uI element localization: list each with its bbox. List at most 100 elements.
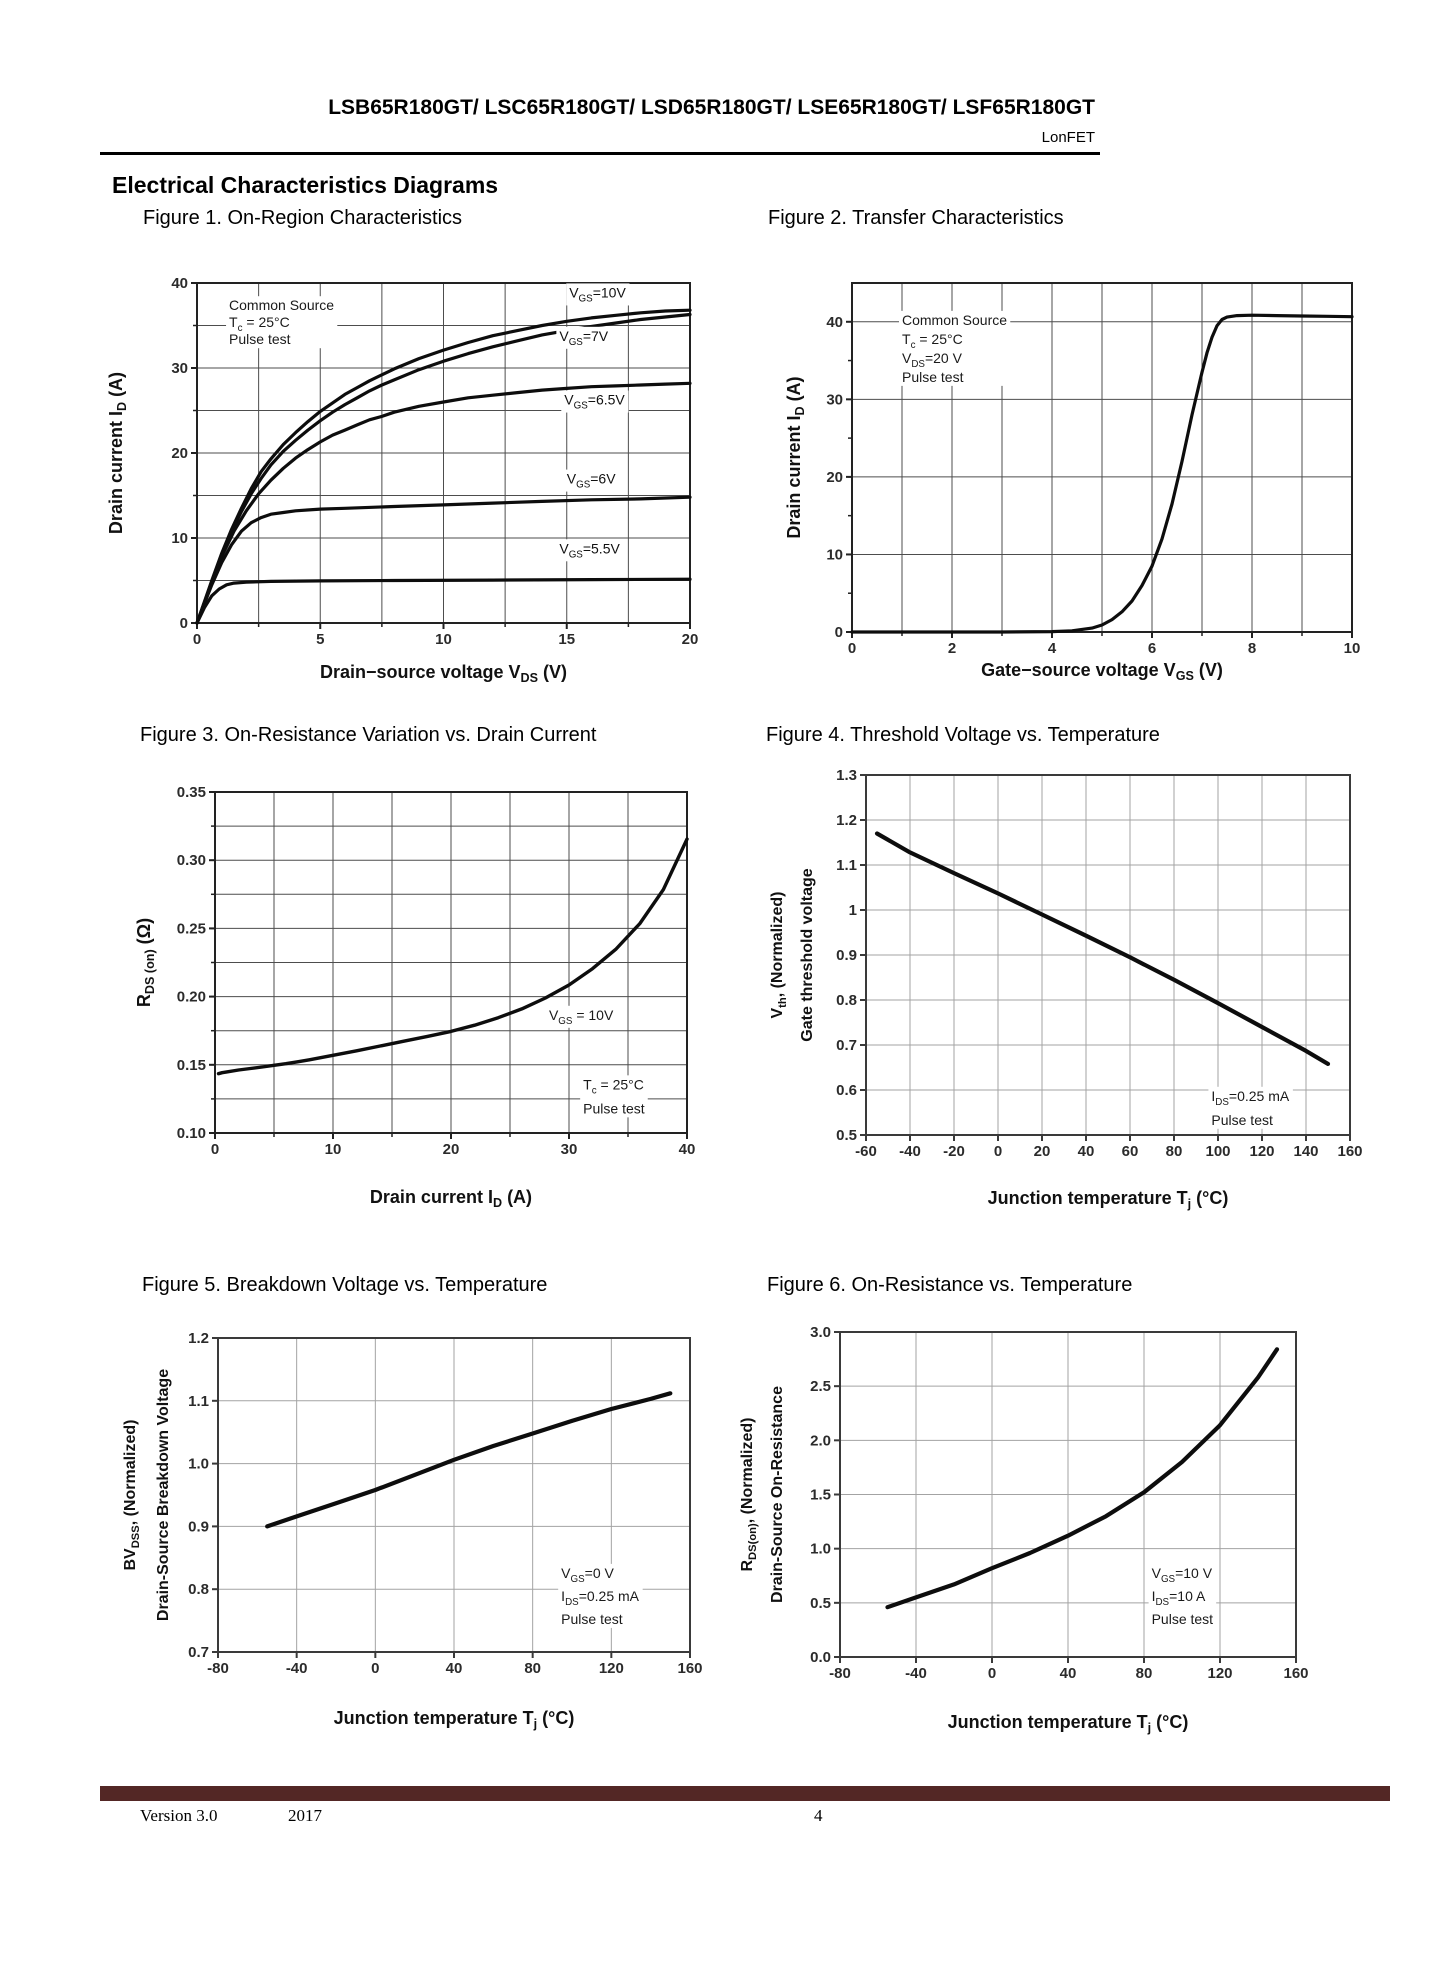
svg-text:-60: -60: [855, 1143, 877, 1160]
svg-text:0: 0: [211, 1141, 219, 1158]
svg-text:IDS=10 A: IDS=10 A: [1152, 1588, 1206, 1608]
svg-text:10: 10: [325, 1141, 342, 1158]
svg-text:Drain−source voltage VDS (V): Drain−source voltage VDS (V): [320, 662, 567, 685]
svg-text:40: 40: [446, 1660, 463, 1677]
svg-text:Junction temperature Tj (°C): Junction temperature Tj (°C): [948, 1712, 1189, 1735]
header-product-title: LSB65R180GT/ LSC65R180GT/ LSD65R180GT/ L…: [328, 96, 1095, 119]
svg-text:VDS=20 V: VDS=20 V: [902, 350, 963, 370]
svg-text:-40: -40: [286, 1660, 308, 1677]
svg-text:-80: -80: [829, 1665, 851, 1682]
svg-text:0.30: 0.30: [177, 852, 206, 869]
figure-1-on-region-characteristics: Figure 1. On-Region Characteristics 0 5 10…: [100, 205, 800, 705]
svg-text:0.9: 0.9: [188, 1518, 209, 1535]
svg-text:-80: -80: [207, 1660, 229, 1677]
svg-text:160: 160: [677, 1660, 702, 1677]
figure-3-on-resistance-variation: Figure 3. On-Resistance Variation vs. Dr…: [100, 722, 790, 1252]
svg-text:Drain current ID (A): Drain current ID (A): [784, 376, 807, 538]
svg-text:0: 0: [371, 1660, 379, 1677]
svg-text:0.10: 0.10: [177, 1125, 206, 1142]
figure-1-title: Figure 1. On-Region Characteristics: [143, 207, 463, 229]
svg-text:1.0: 1.0: [810, 1541, 831, 1558]
svg-text:VGS=10V: VGS=10V: [569, 284, 626, 304]
svg-text:1.0: 1.0: [188, 1456, 209, 1473]
svg-text:Common Source: Common Source: [902, 312, 1007, 328]
svg-text:10: 10: [1344, 640, 1361, 657]
svg-text:0.7: 0.7: [836, 1037, 857, 1054]
svg-text:1.1: 1.1: [836, 857, 857, 874]
svg-text:0.5: 0.5: [810, 1595, 831, 1612]
figure-2-transfer-characteristics: Figure 2. Transfer Characteristics 0 2 4 6 8…: [615, 205, 1405, 705]
svg-text:80: 80: [1166, 1143, 1183, 1160]
svg-text:0: 0: [988, 1665, 996, 1682]
svg-text:Tc = 25°C: Tc = 25°C: [902, 331, 963, 351]
svg-text:0: 0: [835, 624, 843, 641]
svg-text:160: 160: [1283, 1665, 1308, 1682]
svg-text:40: 40: [1060, 1665, 1077, 1682]
svg-text:140: 140: [1293, 1143, 1318, 1160]
figure-5-chart: -80 -40 0 40 80 120 160 0.7 0.8 0.9 1.0 1.1 1.2 Junct…: [122, 1330, 703, 1731]
svg-text:80: 80: [1136, 1665, 1153, 1682]
svg-text:120: 120: [1249, 1143, 1274, 1160]
svg-text:Pulse test: Pulse test: [229, 331, 291, 347]
svg-text:VGS=5.5V: VGS=5.5V: [559, 540, 620, 560]
svg-text:-40: -40: [899, 1143, 921, 1160]
footer-accent-bar: [100, 1786, 1390, 1801]
svg-text:80: 80: [524, 1660, 541, 1677]
svg-text:0.25: 0.25: [177, 920, 206, 937]
svg-text:20: 20: [682, 631, 699, 648]
svg-text:Gate threshold voltage: Gate threshold voltage: [799, 868, 816, 1041]
svg-text:-40: -40: [905, 1665, 927, 1682]
svg-text:160: 160: [1337, 1143, 1362, 1160]
svg-text:5: 5: [316, 631, 324, 648]
svg-text:20: 20: [171, 445, 188, 462]
svg-text:IDS=0.25 mA: IDS=0.25 mA: [561, 1588, 639, 1608]
svg-text:1: 1: [849, 902, 857, 919]
svg-text:10: 10: [826, 546, 843, 563]
svg-text:40: 40: [171, 275, 188, 292]
svg-text:60: 60: [1122, 1143, 1139, 1160]
svg-text:3.0: 3.0: [810, 1324, 831, 1341]
svg-text:2.5: 2.5: [810, 1378, 831, 1395]
svg-text:RDS(on), (Normalized): RDS(on), (Normalized): [739, 1417, 759, 1571]
svg-text:Gate−source voltage VGS (V): Gate−source voltage VGS (V): [981, 660, 1223, 683]
svg-text:VGS=0 V: VGS=0 V: [561, 1565, 614, 1585]
svg-text:Tc = 25°C: Tc = 25°C: [229, 314, 290, 334]
svg-text:0.8: 0.8: [836, 992, 857, 1009]
figure-1-chart: 0 5 10 15 20 0 10 20 30 40 Drain−source voltage VD…: [106, 275, 699, 685]
svg-text:RDS (on) (Ω): RDS (on) (Ω): [134, 918, 157, 1007]
figure-4-title: Figure 4. Threshold Voltage vs. Temperat…: [766, 724, 1160, 746]
svg-text:Pulse test: Pulse test: [561, 1611, 623, 1627]
svg-text:100: 100: [1205, 1143, 1230, 1160]
figure-2-title: Figure 2. Transfer Characteristics: [768, 207, 1064, 229]
svg-text:-20: -20: [943, 1143, 965, 1160]
svg-text:1.3: 1.3: [836, 767, 857, 784]
svg-text:Pulse test: Pulse test: [902, 369, 964, 385]
figure-2-chart: 0 2 4 6 8 10 0 10 20 30 40 Gate−source voltage VGS …: [784, 282, 1361, 683]
svg-text:Drain current ID (A): Drain current ID (A): [106, 372, 129, 534]
svg-text:1.2: 1.2: [188, 1330, 209, 1347]
svg-text:0.8: 0.8: [188, 1581, 209, 1598]
svg-text:30: 30: [561, 1141, 578, 1158]
figure-3-chart: 0 10 20 30 40 0.10 0.15 0.20 0.25 0.30 0.35 Drain c…: [134, 784, 696, 1210]
svg-text:8: 8: [1248, 640, 1256, 657]
svg-text:IDS=0.25 mA: IDS=0.25 mA: [1211, 1088, 1289, 1108]
svg-text:BVDSS, (Normalized): BVDSS, (Normalized): [122, 1419, 142, 1570]
figure-6-on-resistance: Figure 6. On-Resistance vs. Temperature …: [615, 1272, 1405, 1782]
svg-text:0: 0: [193, 631, 201, 648]
footer-page-number: 4: [814, 1806, 823, 1825]
svg-text:Junction temperature Tj (°C): Junction temperature Tj (°C): [988, 1188, 1229, 1211]
svg-text:0.5: 0.5: [836, 1127, 857, 1144]
svg-text:0.35: 0.35: [177, 784, 206, 801]
svg-text:0: 0: [180, 615, 188, 632]
figure-3-title: Figure 3. On-Resistance Variation vs. Dr…: [140, 724, 597, 746]
svg-text:0.9: 0.9: [836, 947, 857, 964]
svg-text:40: 40: [679, 1141, 696, 1158]
footer-year: 2017: [288, 1806, 322, 1825]
svg-text:Drain current ID (A): Drain current ID (A): [370, 1187, 532, 1210]
svg-text:Drain-Source Breakdown Voltage: Drain-Source Breakdown Voltage: [155, 1369, 172, 1621]
svg-text:2.0: 2.0: [810, 1432, 831, 1449]
figure-5-title: Figure 5. Breakdown Voltage vs. Temperat…: [142, 1274, 548, 1296]
svg-text:1.5: 1.5: [810, 1487, 831, 1504]
svg-text:Common Source: Common Source: [229, 297, 334, 313]
